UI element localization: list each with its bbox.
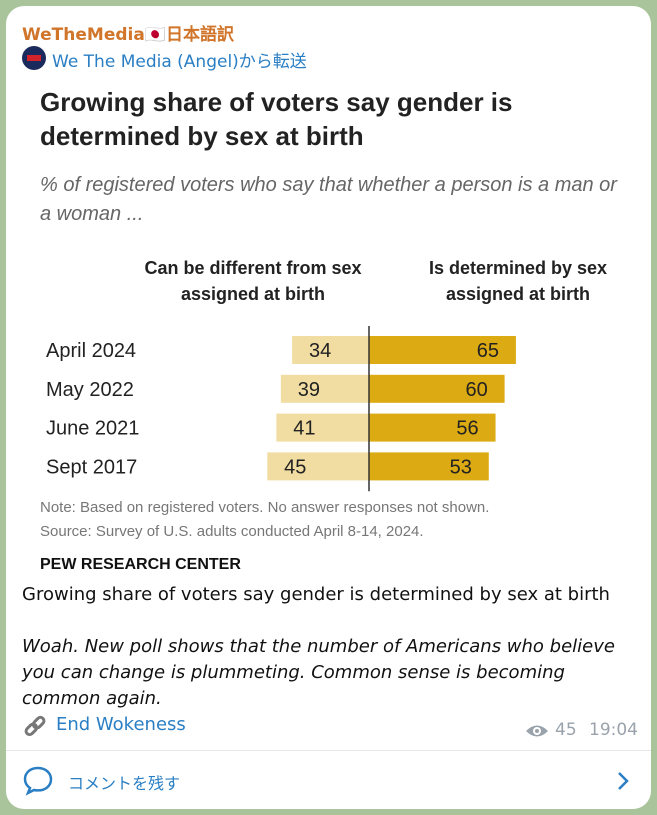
category-label: June 2021 <box>46 418 139 440</box>
chart-bg <box>22 78 635 578</box>
series-header-line: Is determined by sex <box>429 258 607 278</box>
series-header-line: assigned at birth <box>446 284 590 304</box>
comment-button[interactable]: コメントを残す <box>68 774 181 793</box>
chevron <box>618 772 629 790</box>
value-label: 45 <box>284 456 306 478</box>
value-label: 41 <box>293 418 315 440</box>
category-label: Sept 2017 <box>46 456 137 478</box>
forwarded-from[interactable]: We The Media (Angel)から転送 <box>52 52 307 72</box>
channel-name[interactable]: WeTheMedia🇯🇵日本語訳 <box>22 25 234 45</box>
value-label: 65 <box>477 340 499 362</box>
chart-title-line: determined by sex at birth <box>40 121 364 151</box>
link-icon <box>24 715 46 737</box>
category-label: April 2024 <box>46 340 136 362</box>
views-icon <box>526 725 548 737</box>
post-text: Woah. New poll shows that the number of … <box>22 636 615 709</box>
series-header: Can be different from sex assigned at bir… <box>144 258 361 304</box>
note: Note: Based on registered voters. No ans… <box>40 499 489 516</box>
series-header: Is determined by sex assigned at birth <box>429 258 607 304</box>
bar <box>292 336 369 364</box>
value-label: 39 <box>298 379 320 401</box>
bar <box>276 413 369 442</box>
chart-subtitle-line: a woman ... <box>40 203 143 225</box>
chart-title: Growing share of voters say gender is det… <box>40 87 512 151</box>
value-label: 34 <box>309 340 331 362</box>
source: Source: Survey of U.S. adults conducted … <box>40 523 424 540</box>
series-header-line: assigned at birth <box>181 284 325 304</box>
series-header-line: Can be different from sex <box>144 258 361 278</box>
chart-subtitle-line: % of registered voters who say that whet… <box>40 174 618 196</box>
post-card: WeTheMedia🇯🇵日本語訳 We The Media (Angel)から転… <box>6 6 651 809</box>
bar <box>369 336 516 364</box>
hashtag-link[interactable]: End Wokeness <box>56 714 186 735</box>
value-label: 53 <box>450 456 472 478</box>
chart: Growing share of voters say gender is det… <box>22 78 635 578</box>
chart-title-line: Growing share of voters say gender is <box>40 87 512 117</box>
chart-subtitle: % of registered voters who say that whet… <box>40 174 618 225</box>
divider <box>6 750 651 751</box>
bar <box>369 374 505 403</box>
avatar <box>22 46 46 70</box>
bar <box>369 452 489 481</box>
bar <box>267 452 369 481</box>
value-label: 60 <box>465 379 487 401</box>
post-time: 19:04 <box>589 720 638 740</box>
value-label: 56 <box>456 418 478 440</box>
bar <box>280 374 369 403</box>
view-count: 45 <box>555 720 577 740</box>
category-label: May 2022 <box>46 379 134 401</box>
bar <box>369 413 496 442</box>
caption: Growing share of voters say gender is de… <box>22 584 610 605</box>
comment-icon <box>23 766 53 796</box>
credit: PEW RESEARCH CENTER <box>40 556 241 573</box>
